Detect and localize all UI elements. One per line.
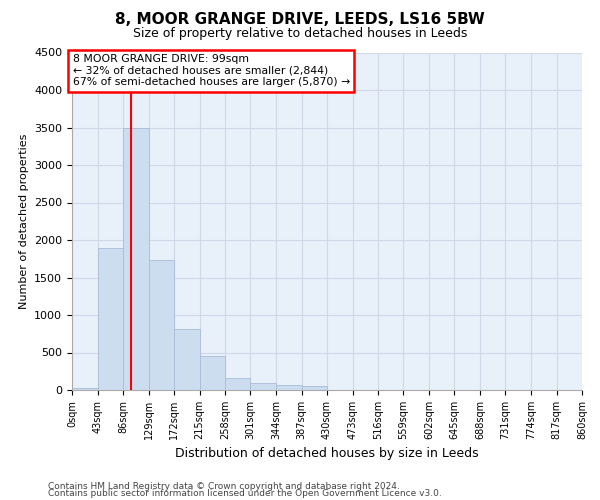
Bar [276,385,302,390]
Bar [174,328,199,390]
Bar [302,386,327,390]
Text: 8, MOOR GRANGE DRIVE, LEEDS, LS16 5BW: 8, MOOR GRANGE DRIVE, LEEDS, LS16 5BW [115,12,485,28]
Bar [251,382,276,390]
Bar [97,248,123,390]
Bar [199,356,225,390]
Text: Contains public sector information licensed under the Open Government Licence v3: Contains public sector information licen… [48,489,442,498]
Text: Contains HM Land Registry data © Crown copyright and database right 2024.: Contains HM Land Registry data © Crown c… [48,482,400,491]
Text: 8 MOOR GRANGE DRIVE: 99sqm
← 32% of detached houses are smaller (2,844)
67% of s: 8 MOOR GRANGE DRIVE: 99sqm ← 32% of deta… [73,54,350,87]
Y-axis label: Number of detached properties: Number of detached properties [19,134,29,309]
Bar [72,388,97,390]
Bar [149,260,174,390]
X-axis label: Distribution of detached houses by size in Leeds: Distribution of detached houses by size … [175,448,479,460]
Bar [123,128,149,390]
Bar [225,378,251,390]
Text: Size of property relative to detached houses in Leeds: Size of property relative to detached ho… [133,28,467,40]
